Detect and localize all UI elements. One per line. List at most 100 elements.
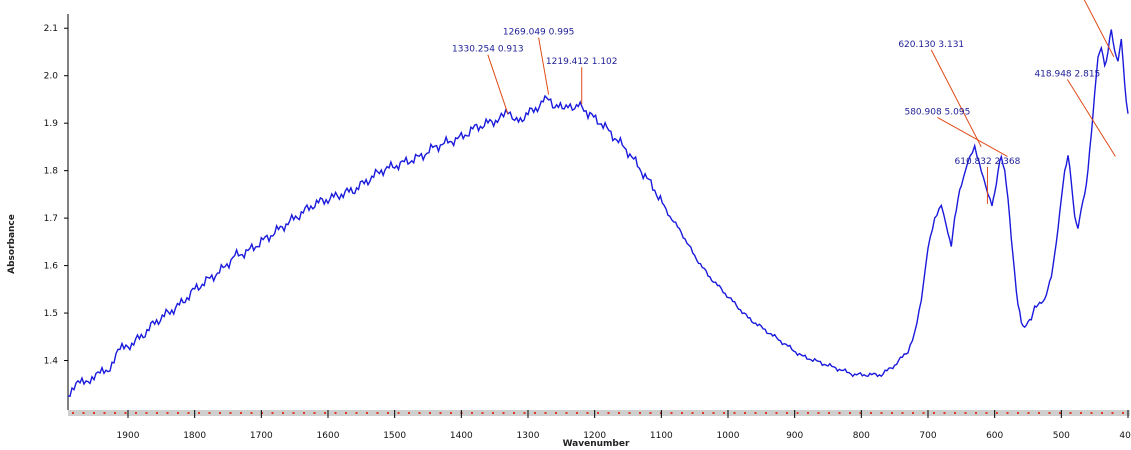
x-tick-label: 1500 xyxy=(383,431,406,441)
x-axis-minor-tick xyxy=(261,412,263,414)
x-axis-minor-tick xyxy=(334,412,337,414)
x-axis-minor-tick xyxy=(376,412,379,414)
y-tick-label: 1.8 xyxy=(44,167,59,177)
x-tick-label: 1200 xyxy=(583,431,606,441)
x-axis-minor-tick xyxy=(849,412,851,414)
x-axis-minor-tick xyxy=(177,412,179,414)
y-tick-label: 2.1 xyxy=(44,24,58,34)
x-axis-minor-tick xyxy=(828,412,830,414)
x-tick-label: 400 xyxy=(1119,431,1131,441)
x-axis-minor-tick xyxy=(145,412,148,414)
x-axis-minor-tick xyxy=(72,412,74,414)
x-tick-label: 1400 xyxy=(450,431,473,441)
x-axis-minor-tick xyxy=(292,412,295,414)
x-tick-label: 1000 xyxy=(717,431,740,441)
x-axis-minor-tick xyxy=(576,412,578,414)
x-axis-minor-tick xyxy=(555,412,557,414)
x-axis-minor-tick xyxy=(513,412,515,414)
x-axis-minor-tick xyxy=(891,412,893,414)
x-axis-minor-tick xyxy=(964,412,967,414)
x-axis: 1900 1800 1700 1600 1500 1400 1300 1200 1100 1000… xyxy=(117,410,1131,441)
x-axis-minor-tick xyxy=(597,412,599,414)
x-axis-minor-tick xyxy=(975,412,977,414)
x-axis-minor-tick xyxy=(429,412,431,414)
x-tick-label: 700 xyxy=(919,431,936,441)
x-axis-minor-tick xyxy=(345,412,347,414)
x-axis-minor-tick xyxy=(618,412,620,414)
x-axis-minor-tick xyxy=(681,412,683,414)
x-axis-minor-tick xyxy=(796,412,799,414)
x-axis-minor-tick xyxy=(387,412,389,414)
y-tick-label: 2.0 xyxy=(44,72,59,82)
x-axis-minor-tick xyxy=(366,412,368,414)
x-axis-minor-tick xyxy=(1080,412,1082,414)
peak-label: 610.832 2.368 xyxy=(955,157,1021,167)
x-axis-minor-tick xyxy=(481,412,484,414)
x-axis-minor-tick xyxy=(313,412,316,414)
x-axis-minor-tick xyxy=(1069,412,1072,414)
x-axis-minor-tick xyxy=(943,412,946,414)
x-axis-minor-tick xyxy=(1048,412,1051,414)
x-axis-minor-tick xyxy=(1038,412,1040,414)
peak-leader-line xyxy=(930,49,982,148)
x-axis-minor-tick xyxy=(103,412,106,414)
x-axis-minor-tick xyxy=(1101,412,1103,414)
x-tick-label: 900 xyxy=(786,431,803,441)
x-axis-minor-tick xyxy=(880,412,883,414)
x-axis-minor-tick xyxy=(765,412,767,414)
x-tick-label: 1900 xyxy=(117,431,140,441)
x-tick-label: 1100 xyxy=(650,431,673,441)
x-tick-label: 1700 xyxy=(250,431,273,441)
y-tick-label: 1.6 xyxy=(44,262,59,272)
x-axis-minor-tick xyxy=(1059,412,1061,414)
x-axis-title: Wavenumber xyxy=(563,439,630,449)
x-axis-minor-tick xyxy=(723,412,725,414)
x-axis-minor-tick xyxy=(1090,412,1093,414)
x-axis-minor-tick xyxy=(534,412,536,414)
x-axis-minor-tick xyxy=(82,412,85,414)
peak-leader-line xyxy=(538,37,550,95)
x-axis-minor-tick xyxy=(324,412,326,414)
x-axis-minor-tick xyxy=(586,412,589,414)
x-axis-minor-tick xyxy=(1111,412,1114,414)
x-axis-minor-tick xyxy=(670,412,673,414)
x-axis-minor-tick xyxy=(124,412,127,414)
x-axis-minor-tick xyxy=(166,412,169,414)
y-axis-title: Absorbance xyxy=(7,214,17,274)
x-axis-minor-tick xyxy=(712,412,715,414)
peak-leader-line xyxy=(937,116,1008,157)
x-axis-minor-tick xyxy=(450,412,452,414)
x-axis-minor-tick xyxy=(901,412,904,414)
x-axis-minor-tick xyxy=(492,412,494,414)
x-axis-minor-tick xyxy=(471,412,473,414)
peak-label: 418.948 2.815 xyxy=(1034,69,1100,79)
x-axis-minor-tick xyxy=(754,412,757,414)
x-axis-minor-tick xyxy=(523,412,526,414)
peak-label: 1219.412 1.102 xyxy=(546,57,618,67)
y-tick-label: 1.9 xyxy=(44,119,59,129)
x-axis-minor-tick xyxy=(135,412,137,414)
x-axis-minor-tick xyxy=(187,412,190,414)
plot-frame xyxy=(67,14,1130,416)
x-axis-minor-tick xyxy=(702,412,704,414)
x-axis-minor-tick xyxy=(775,412,778,414)
peak-leader-line xyxy=(487,54,509,114)
x-axis-minor-tick xyxy=(607,412,610,414)
x-axis-minor-tick xyxy=(502,412,505,414)
peak-label: 1330.254 0.913 xyxy=(452,45,524,55)
peak-leader-line xyxy=(1083,0,1115,57)
peak-label: 620.130 3.131 xyxy=(898,40,964,50)
x-axis-minor-tick xyxy=(1006,412,1009,414)
x-axis-minor-tick xyxy=(859,412,862,414)
x-axis-minor-tick xyxy=(807,412,809,414)
x-axis-minor-tick xyxy=(355,412,358,414)
x-axis-minor-tick xyxy=(240,412,242,414)
x-axis-minor-tick xyxy=(985,412,988,414)
x-axis-minor-tick xyxy=(639,412,641,414)
x-axis-minor-tick xyxy=(282,412,284,414)
x-tick-label: 1300 xyxy=(517,431,540,441)
x-axis-minor-tick xyxy=(996,412,998,414)
x-axis-minor-tick xyxy=(1122,412,1124,414)
x-axis-minor-tick xyxy=(114,412,116,414)
